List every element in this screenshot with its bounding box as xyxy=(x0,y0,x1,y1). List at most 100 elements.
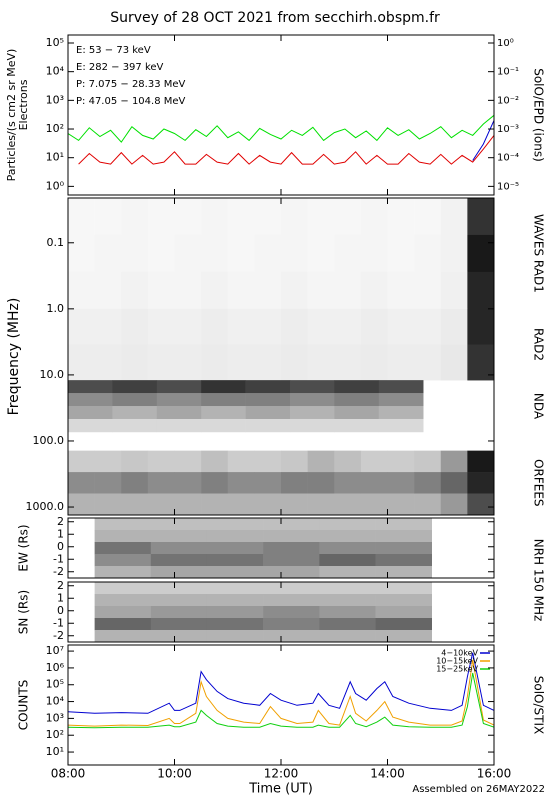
heatmap-cell xyxy=(414,472,442,494)
heatmap-cell xyxy=(68,271,95,310)
heatmap-cell xyxy=(254,308,282,345)
heatmap-cell xyxy=(174,308,202,345)
heatmap-cell xyxy=(360,450,388,473)
heatmap-cell xyxy=(307,271,335,310)
heatmap-cell xyxy=(206,606,264,619)
heatmap-cell xyxy=(440,344,468,381)
y-tick-label: 2 xyxy=(57,579,64,592)
heatmap-cell xyxy=(206,618,264,631)
y-tick-label: 0 xyxy=(57,604,64,617)
heatmap-cell xyxy=(263,554,320,567)
heatmap-cell xyxy=(94,344,122,381)
heatmap-cell xyxy=(375,582,432,595)
y-tick-label: 1 xyxy=(57,527,64,540)
heatmap-cell xyxy=(147,450,175,473)
x-tick-label: 14:00 xyxy=(370,767,405,781)
heatmap-cell xyxy=(387,450,415,473)
heatmap-cell xyxy=(307,493,335,516)
heatmap-cell xyxy=(94,618,152,631)
heatmap-cell xyxy=(201,271,229,310)
heatmap-cell xyxy=(319,618,376,631)
heatmap-cell xyxy=(254,198,282,236)
y-tick-label: 10² xyxy=(46,728,64,741)
heatmap-cell xyxy=(206,542,264,555)
heatmap-cell xyxy=(150,606,208,619)
heatmap-cell xyxy=(150,618,208,631)
y2-tick-label: 10⁻² xyxy=(497,95,519,106)
data-line xyxy=(472,120,494,161)
heatmap-cell xyxy=(440,493,468,516)
heatmap-cell xyxy=(360,198,388,236)
heatmap-cell xyxy=(440,308,468,345)
heatmap-cell xyxy=(206,630,264,643)
heatmap-cell xyxy=(387,198,415,236)
heatmap-cell xyxy=(68,493,95,516)
heatmap-cell xyxy=(378,380,424,394)
heatmap-cell xyxy=(94,542,152,555)
heatmap-cell xyxy=(68,380,113,394)
heatmap-cell xyxy=(440,271,468,310)
heatmap-cell xyxy=(375,594,432,607)
heatmap-cell xyxy=(414,271,442,310)
y-tick-label: 10¹ xyxy=(46,151,64,164)
heatmap-cell xyxy=(156,418,202,433)
heatmap-cell xyxy=(440,450,468,473)
heatmap-cell xyxy=(227,271,255,310)
y-tick-label: 10³ xyxy=(46,93,64,106)
heatmap-cell xyxy=(254,271,282,310)
heatmap-cell xyxy=(334,198,362,236)
heatmap-cell xyxy=(387,271,415,310)
heatmap-cell xyxy=(387,234,415,273)
heatmap-cell xyxy=(156,393,202,407)
heatmap-cell xyxy=(227,450,255,473)
heatmap-cell xyxy=(201,234,229,273)
heatmap-cell xyxy=(334,418,380,433)
heatmap-cell xyxy=(227,472,255,494)
heatmap-cell xyxy=(201,418,246,433)
heatmap-cell xyxy=(289,380,335,394)
heatmap-cell xyxy=(147,308,175,345)
heatmap-cell xyxy=(174,493,202,516)
y-tick-label: 0.1 xyxy=(47,236,65,249)
heatmap-cell xyxy=(263,566,320,579)
heatmap-cell xyxy=(112,393,158,407)
x-tick-label: 08:00 xyxy=(51,767,86,781)
y-axis-label: Particles/(s cm2 sr MeV) xyxy=(5,49,18,182)
heatmap-cell xyxy=(121,198,149,236)
y-tick-label: 1.0 xyxy=(47,302,65,315)
heatmap-cell xyxy=(94,450,122,473)
heatmap-cell xyxy=(147,472,175,494)
heatmap-cell xyxy=(112,418,158,433)
heatmap-cell xyxy=(68,234,95,273)
heatmap-cell xyxy=(245,380,291,394)
heatmap-cell xyxy=(254,234,282,273)
heatmap-cell xyxy=(174,344,202,381)
heatmap-cell xyxy=(94,493,122,516)
y2-tick-label: 10⁻¹ xyxy=(497,67,519,78)
y-tick-label: 10⁷ xyxy=(46,644,64,657)
heatmap-cell xyxy=(245,418,291,433)
heatmap-cell xyxy=(227,198,255,236)
heatmap-cell xyxy=(150,594,208,607)
heatmap-cell xyxy=(440,198,468,236)
heatmap-cell xyxy=(206,582,264,595)
y-axis-label: EW (Rs) xyxy=(17,524,31,571)
band-label: ORFEES xyxy=(532,459,546,506)
heatmap-cell xyxy=(94,530,152,543)
heatmap-cell xyxy=(360,308,388,345)
y2-tick-label: 10⁰ xyxy=(497,38,514,49)
heatmap-cell xyxy=(334,234,362,273)
heatmap-cell xyxy=(319,594,376,607)
heatmap-cell xyxy=(263,582,320,595)
legend-label: P: 7.075 − 28.33 MeV xyxy=(76,79,186,90)
heatmap-cell xyxy=(121,472,149,494)
heatmap-cell xyxy=(68,418,113,433)
heatmap-cell xyxy=(440,234,468,273)
heatmap-cell xyxy=(227,344,255,381)
heatmap-cell xyxy=(319,566,376,579)
heatmap-cell xyxy=(360,472,388,494)
y-tick-label: 0 xyxy=(57,540,64,553)
heatmap-cell xyxy=(334,406,380,420)
heatmap-cell xyxy=(245,393,291,407)
heatmap-cell xyxy=(263,606,320,619)
